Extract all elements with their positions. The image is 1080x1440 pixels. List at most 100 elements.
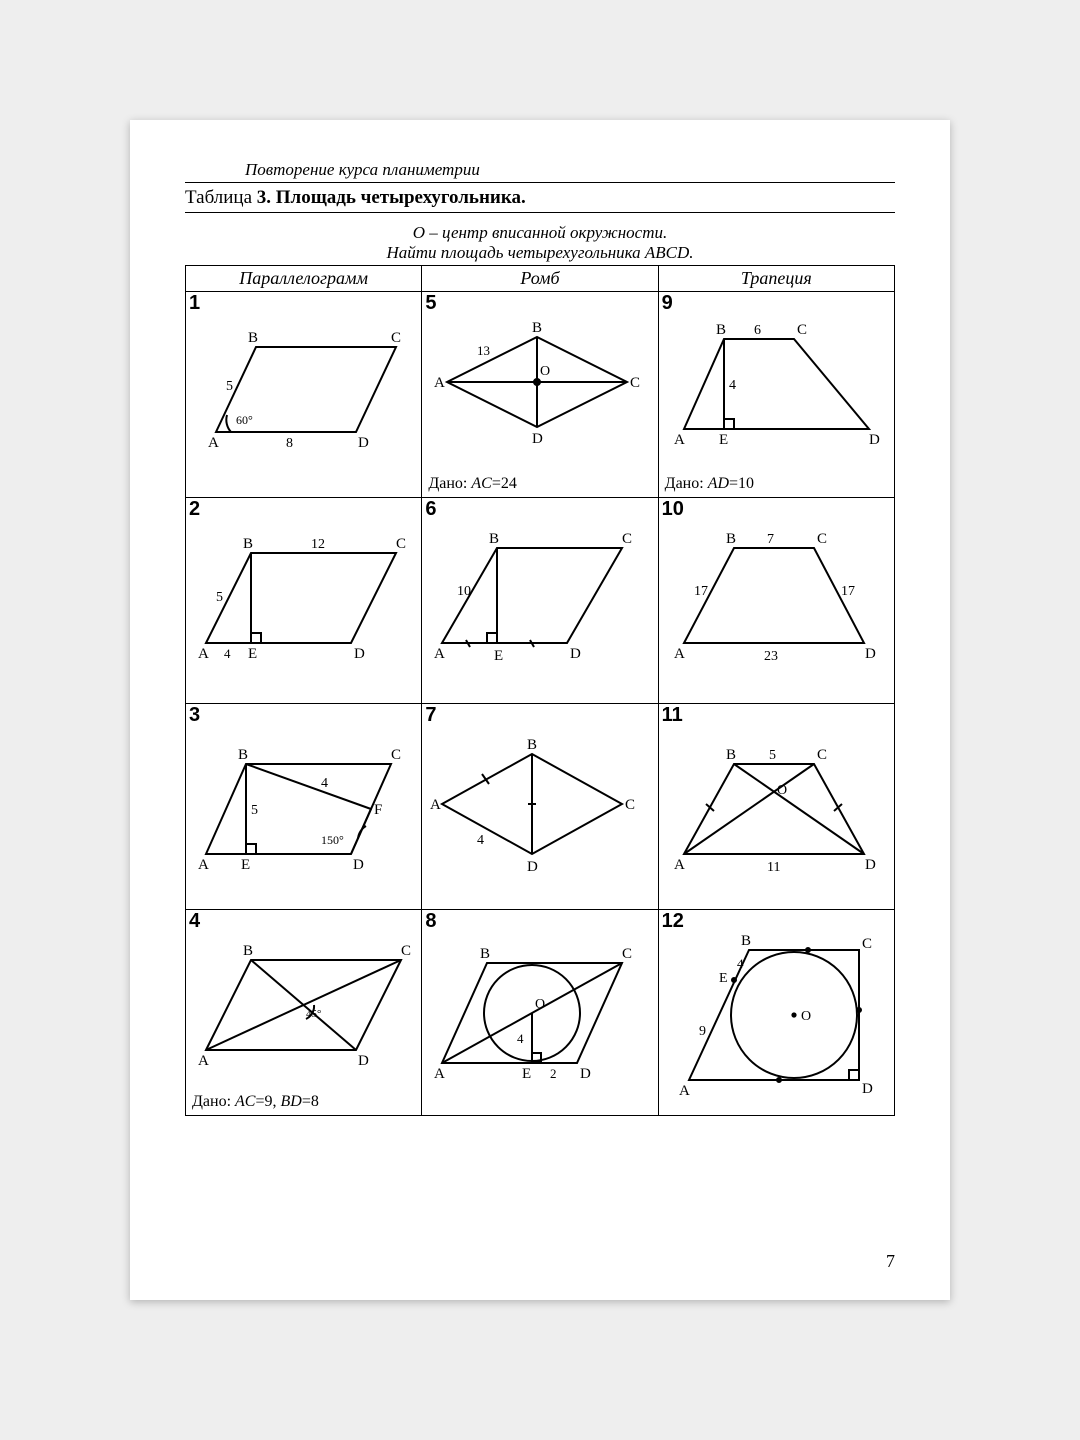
svg-text:D: D bbox=[865, 857, 876, 873]
svg-text:A: A bbox=[434, 375, 445, 391]
given-5: Дано: AC=24 bbox=[428, 475, 517, 493]
svg-text:O: O bbox=[801, 1009, 811, 1024]
svg-text:C: C bbox=[862, 936, 872, 952]
svg-text:C: C bbox=[630, 375, 640, 391]
svg-text:8: 8 bbox=[286, 436, 293, 451]
chapter-heading: Повторение курса планиметрии bbox=[185, 160, 895, 183]
svg-text:B: B bbox=[238, 747, 248, 763]
svg-text:4: 4 bbox=[321, 776, 328, 791]
figure-10: A B C D 7 17 17 23 bbox=[659, 513, 889, 678]
given-9: Дано: AD=10 bbox=[665, 475, 754, 493]
svg-text:B: B bbox=[741, 933, 751, 949]
problems-table: Параллелограмм Ромб Трапеция 1 A B C D 5 bbox=[185, 265, 895, 1116]
svg-text:12: 12 bbox=[311, 537, 325, 552]
svg-text:F: F bbox=[374, 802, 382, 818]
svg-text:C: C bbox=[622, 531, 632, 547]
svg-text:6: 6 bbox=[754, 323, 761, 338]
subtitle-1: O – центр вписанной окружности. bbox=[185, 223, 895, 243]
svg-text:B: B bbox=[248, 330, 258, 346]
svg-text:B: B bbox=[243, 943, 253, 959]
cell-7: 7 A B C D 4 bbox=[422, 704, 657, 909]
svg-text:B: B bbox=[243, 536, 253, 552]
table-title: Таблица 3. Площадь четырехугольника. bbox=[185, 185, 895, 213]
col-header-2: Ромб bbox=[422, 266, 658, 292]
svg-text:B: B bbox=[532, 320, 542, 336]
svg-text:C: C bbox=[391, 330, 401, 346]
svg-text:A: A bbox=[434, 1066, 445, 1082]
svg-text:D: D bbox=[570, 646, 581, 662]
cell-2: 2 A B C D E 5 12 4 bbox=[186, 498, 421, 703]
svg-text:E: E bbox=[241, 857, 250, 873]
figure-2: A B C D E 5 12 4 bbox=[186, 513, 416, 678]
svg-text:23: 23 bbox=[764, 649, 778, 664]
svg-text:C: C bbox=[817, 747, 827, 763]
svg-text:O: O bbox=[535, 997, 545, 1012]
svg-text:E: E bbox=[248, 646, 257, 662]
svg-text:D: D bbox=[527, 859, 538, 875]
cell-12: 12 A B C D E bbox=[659, 910, 894, 1115]
given-4: Дано: AC=9, BD=8 bbox=[192, 1093, 319, 1111]
svg-text:11: 11 bbox=[767, 860, 780, 875]
svg-text:D: D bbox=[865, 646, 876, 662]
svg-text:C: C bbox=[797, 322, 807, 338]
svg-text:4: 4 bbox=[737, 956, 744, 971]
svg-text:E: E bbox=[719, 971, 728, 986]
svg-text:B: B bbox=[480, 946, 490, 962]
cell-8: 8 A B C D E O 4 2 bbox=[422, 910, 657, 1115]
cell-10: 10 A B C D 7 17 17 23 bbox=[659, 498, 894, 703]
figure-8: A B C D E O 4 2 bbox=[422, 928, 652, 1098]
svg-text:C: C bbox=[625, 797, 635, 813]
svg-text:B: B bbox=[726, 747, 736, 763]
figure-3: A B C D E F 5 4 150° bbox=[186, 719, 416, 894]
figure-12: A B C D E O 4 9 bbox=[659, 920, 889, 1105]
svg-text:E: E bbox=[719, 432, 728, 448]
svg-text:13: 13 bbox=[477, 343, 490, 358]
cell-9: 9 A B C D E 6 4 Дано: AD=10 bbox=[659, 292, 894, 497]
svg-text:B: B bbox=[716, 322, 726, 338]
svg-text:4: 4 bbox=[477, 833, 484, 848]
svg-text:5: 5 bbox=[769, 748, 776, 763]
svg-text:5: 5 bbox=[216, 590, 223, 605]
col-header-1: Параллелограмм bbox=[186, 266, 422, 292]
cell-4: 4 A B C D 45° Дано: AC=9, BD=8 bbox=[186, 910, 421, 1115]
svg-text:150°: 150° bbox=[321, 833, 344, 847]
figure-1: A B C D 5 8 60° bbox=[186, 302, 416, 467]
svg-text:C: C bbox=[396, 536, 406, 552]
svg-text:9: 9 bbox=[699, 1024, 706, 1039]
svg-text:O: O bbox=[777, 783, 787, 798]
cell-1: 1 A B C D 5 8 60° bbox=[186, 292, 421, 497]
svg-text:A: A bbox=[198, 1053, 209, 1069]
svg-text:C: C bbox=[401, 943, 411, 959]
svg-text:7: 7 bbox=[767, 532, 774, 547]
figure-5: A B C D O 13 bbox=[422, 307, 652, 457]
svg-text:17: 17 bbox=[694, 584, 708, 599]
cell-6: 6 A B C D E 10 bbox=[422, 498, 657, 703]
figure-4: A B C D 45° bbox=[186, 925, 416, 1075]
svg-text:B: B bbox=[726, 531, 736, 547]
cell-11: 11 A B C D O 5 11 bbox=[659, 704, 894, 909]
svg-text:A: A bbox=[198, 646, 209, 662]
svg-text:B: B bbox=[489, 531, 499, 547]
svg-text:5: 5 bbox=[251, 803, 258, 818]
svg-text:E: E bbox=[494, 648, 503, 664]
svg-text:C: C bbox=[391, 747, 401, 763]
svg-text:5: 5 bbox=[226, 379, 233, 394]
svg-text:D: D bbox=[353, 857, 364, 873]
subtitle-2: Найти площадь четырехугольника ABCD. bbox=[185, 243, 895, 263]
svg-text:4: 4 bbox=[729, 378, 736, 393]
svg-text:D: D bbox=[532, 431, 543, 447]
svg-text:10: 10 bbox=[457, 584, 471, 599]
svg-text:C: C bbox=[622, 946, 632, 962]
figure-6: A B C D E 10 bbox=[422, 513, 652, 678]
figure-11: A B C D O 5 11 bbox=[659, 724, 889, 889]
svg-text:17: 17 bbox=[841, 584, 855, 599]
svg-text:A: A bbox=[430, 797, 441, 813]
svg-text:A: A bbox=[674, 432, 685, 448]
svg-text:45°: 45° bbox=[306, 1008, 321, 1020]
page-number: 7 bbox=[886, 1251, 895, 1272]
cell-3: 3 A B C D E F 5 bbox=[186, 704, 421, 909]
cell-5: 5 A B C D O 13 Дано: AC=24 bbox=[422, 292, 657, 497]
svg-text:60°: 60° bbox=[236, 413, 253, 427]
svg-text:A: A bbox=[198, 857, 209, 873]
svg-text:A: A bbox=[208, 435, 219, 451]
